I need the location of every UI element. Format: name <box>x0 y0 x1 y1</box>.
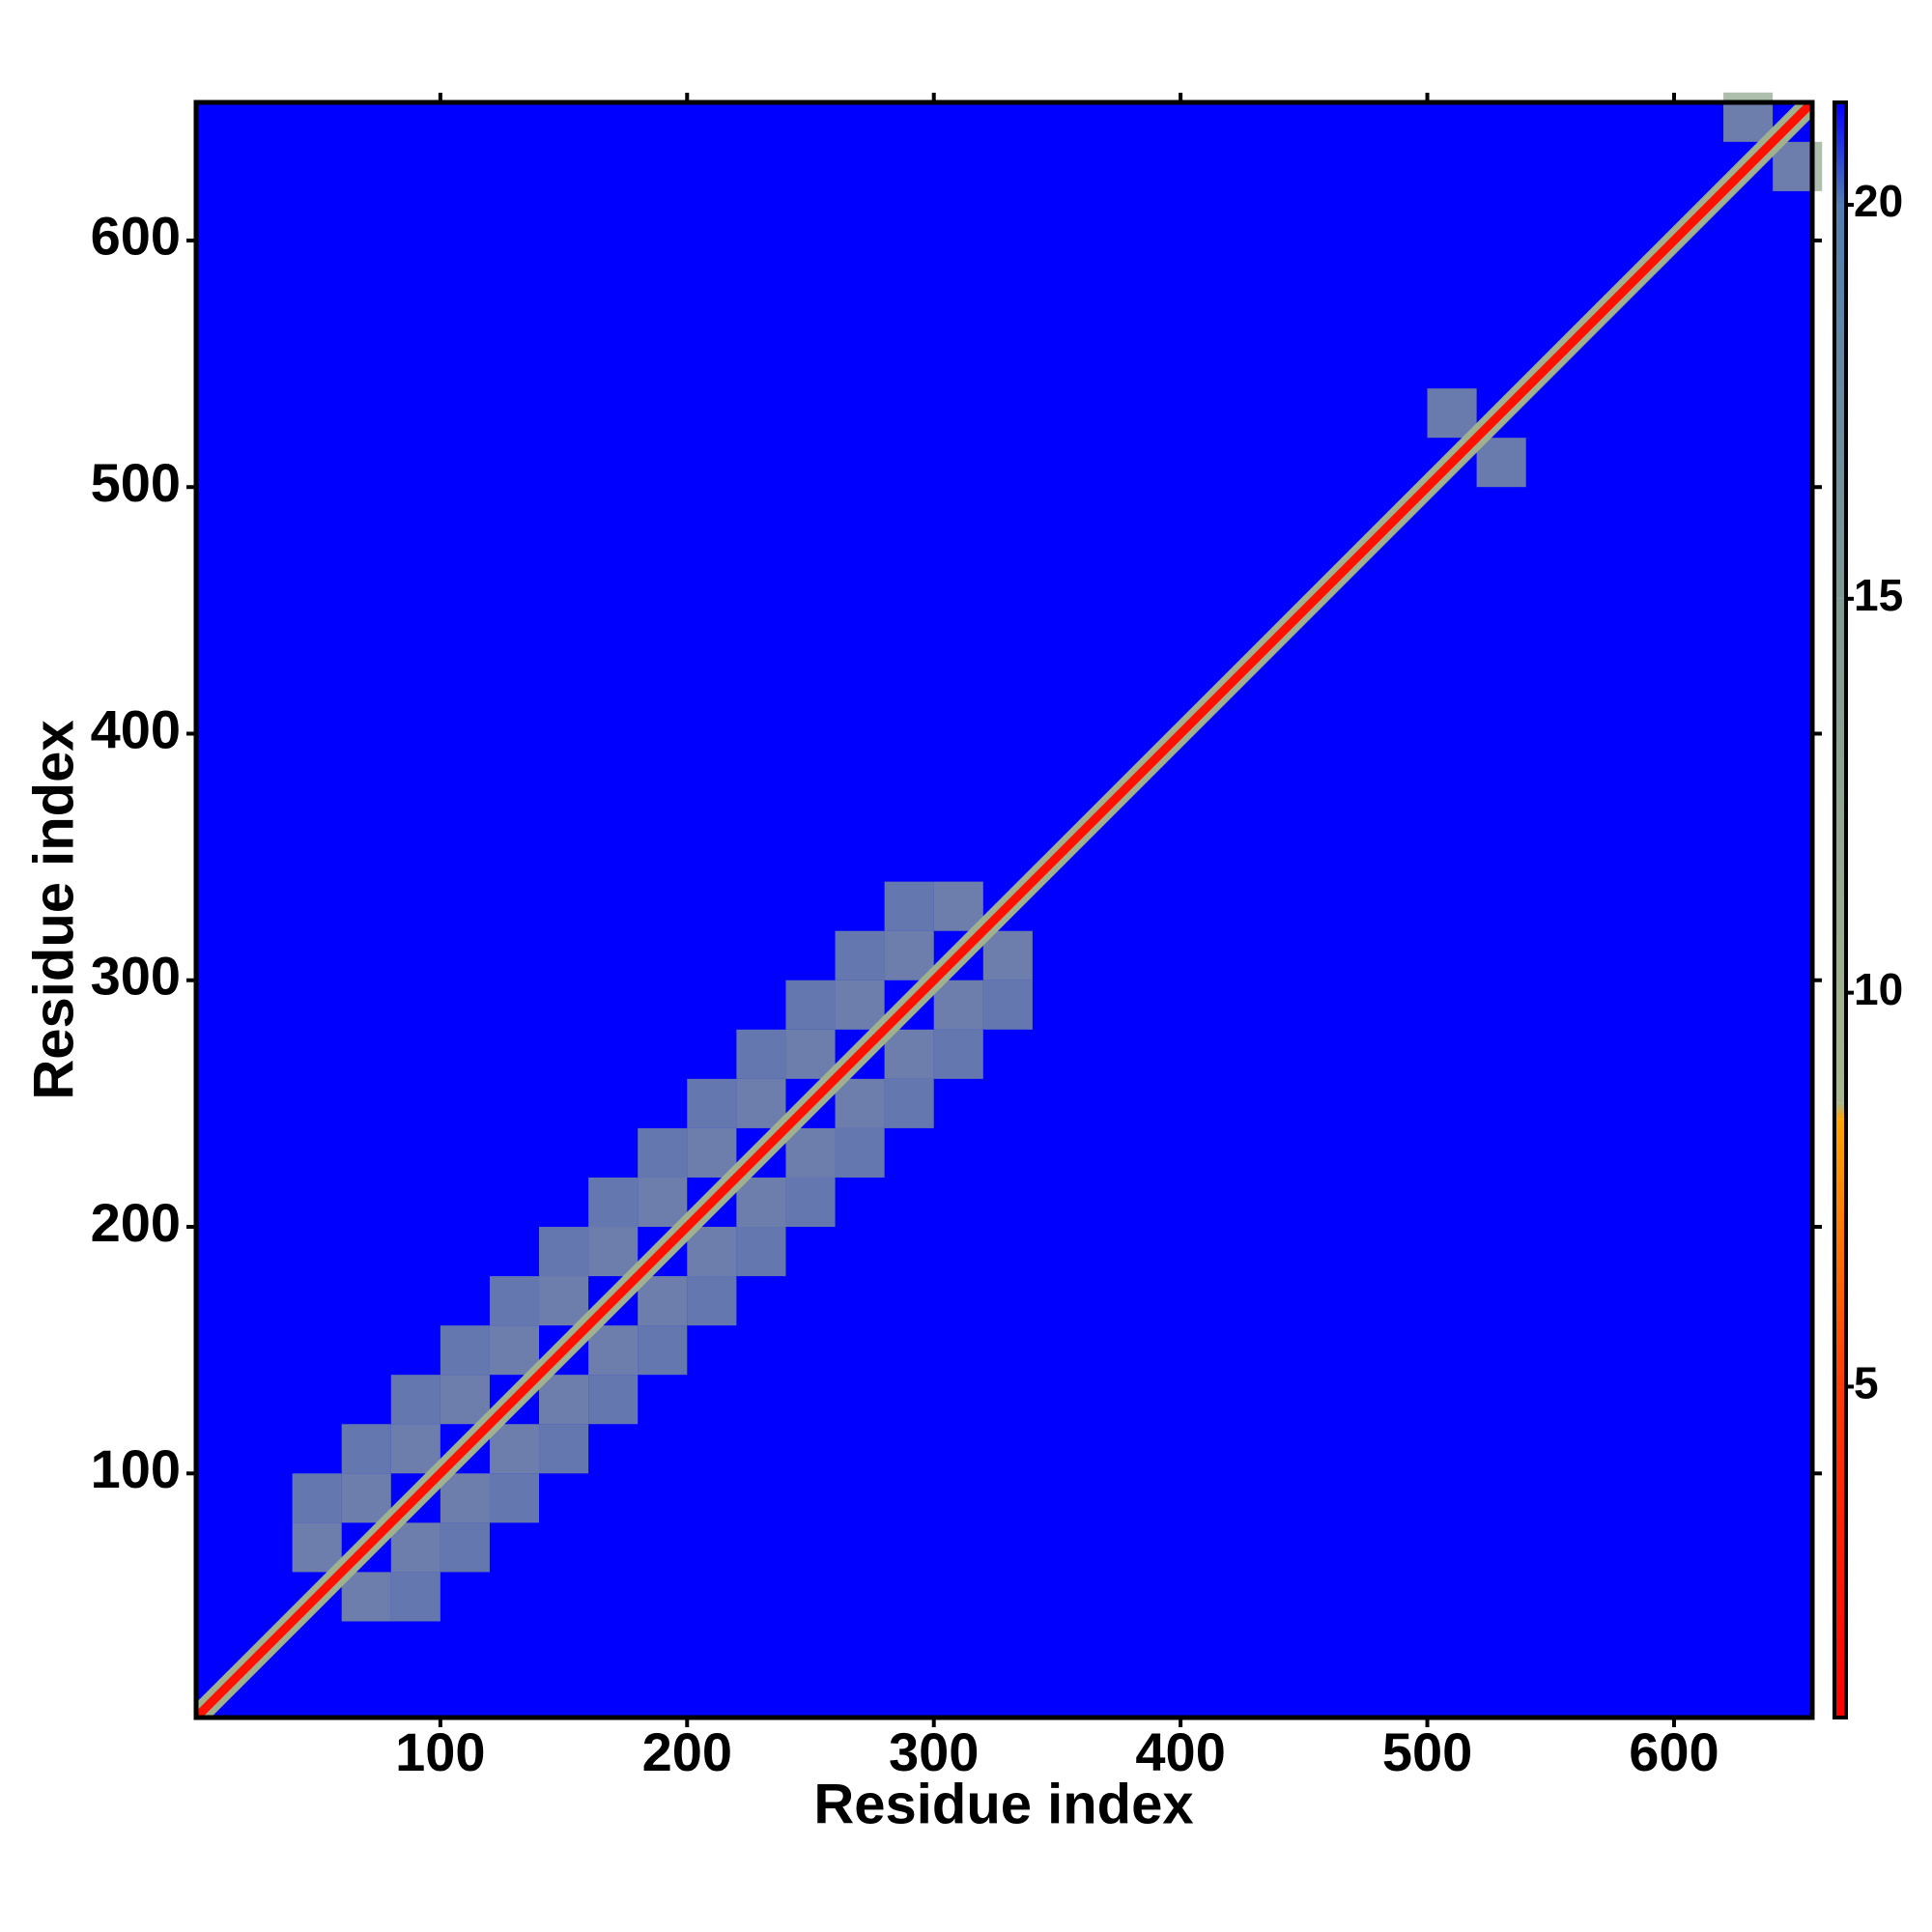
heatmap-cell <box>884 1029 934 1079</box>
heatmap-cell <box>884 930 934 980</box>
colorbar-segment <box>1834 598 1846 1103</box>
y-tick-label: 100 <box>91 1438 181 1499</box>
heatmap-cell <box>341 1473 391 1523</box>
y-tick-label: 400 <box>91 698 181 759</box>
heatmap-cell <box>982 980 1033 1030</box>
heatmap-cell <box>292 1473 342 1523</box>
heatmap-cell <box>785 1177 836 1228</box>
heatmap-cell <box>539 1424 589 1474</box>
heatmap-cell <box>785 1127 836 1178</box>
heatmap-cell <box>884 1078 934 1128</box>
heatmap-cell <box>539 1375 589 1425</box>
heatmap-cell <box>687 1276 737 1326</box>
heatmap-cell <box>539 1227 589 1277</box>
heatmap-cell <box>588 1325 639 1376</box>
heatmap-cell <box>785 980 836 1030</box>
heatmap-cell <box>736 1029 786 1079</box>
colorbar-frame <box>1833 100 1848 1719</box>
heatmap-cell <box>736 1078 786 1128</box>
colorbar-segment <box>1834 1386 1846 1718</box>
colorbar-tick-label: 10 <box>1854 964 1903 1014</box>
colorbar-segment <box>1834 205 1846 599</box>
heatmap-cell <box>835 980 885 1030</box>
heatmap-cell <box>1427 388 1477 439</box>
heatmap-cell <box>835 1127 885 1178</box>
y-tick-label: 200 <box>91 1192 181 1253</box>
heatmap-cell <box>588 1177 639 1228</box>
x-tick-label: 500 <box>1382 1721 1472 1782</box>
heatmap-cell <box>687 1227 737 1277</box>
heatmap-cell <box>982 930 1033 980</box>
colorbar-segment <box>1834 1119 1846 1387</box>
x-tick-label: 100 <box>395 1721 485 1782</box>
colorbar-tick-label: 15 <box>1854 570 1903 620</box>
y-tick-label: 500 <box>91 452 181 513</box>
heatmap-cell <box>638 1276 688 1326</box>
heatmap-cell <box>440 1375 490 1425</box>
heatmap-cell <box>638 1177 688 1228</box>
y-tick-label: 600 <box>91 206 181 267</box>
heatmap-cell <box>785 1029 836 1079</box>
colorbar-tick-label: 5 <box>1854 1358 1879 1408</box>
heatmap-cell <box>736 1177 786 1228</box>
heatmap-cell <box>687 1127 737 1178</box>
heatmap-cell <box>489 1276 540 1326</box>
heatmap-cell <box>835 930 885 980</box>
heatmap-cell <box>588 1375 639 1425</box>
heatmap-cell <box>933 980 983 1030</box>
heatmap-cell <box>341 1424 391 1474</box>
heatmap-cell <box>638 1325 688 1376</box>
heatmap-cell <box>390 1375 440 1425</box>
heatmap-cell <box>489 1473 540 1523</box>
heatmap-cell <box>1476 438 1526 488</box>
heatmap-cell <box>440 1325 490 1376</box>
y-tick-label: 300 <box>91 946 181 1007</box>
heatmap-cell <box>687 1078 737 1128</box>
diagonal-band <box>196 102 1812 1718</box>
heatmap-cell <box>390 1424 440 1474</box>
heatmap-cell <box>292 1522 342 1573</box>
heatmap-cell <box>489 1424 540 1474</box>
heatmap-cell <box>884 881 934 931</box>
heatmap-cell <box>390 1522 440 1573</box>
x-axis-label: Residue index <box>813 1773 1193 1835</box>
heatmap-cell <box>588 1227 639 1277</box>
heatmap-cell <box>933 881 983 931</box>
heatmap-cell <box>933 1029 983 1079</box>
heatmap-cell <box>835 1078 885 1128</box>
heatmap-cell <box>539 1276 589 1326</box>
colorbar-segment <box>1834 102 1846 206</box>
x-tick-label: 200 <box>642 1721 732 1782</box>
plot-frame <box>193 99 1815 1720</box>
y-axis-label: Residue index <box>22 720 85 1099</box>
heatmap-cell <box>440 1473 490 1523</box>
heatmap-cell <box>341 1572 391 1622</box>
x-tick-label: 400 <box>1135 1721 1225 1782</box>
colorbar-tick-label: 20 <box>1854 176 1903 226</box>
heatmap-cell <box>390 1572 440 1622</box>
heatmap-cell <box>489 1325 540 1376</box>
colorbar-segment <box>1834 1102 1846 1120</box>
heatmap-cell <box>638 1127 688 1178</box>
x-tick-label: 300 <box>889 1721 979 1782</box>
heatmap-cell <box>440 1522 490 1573</box>
heatmap-cell <box>736 1227 786 1277</box>
x-tick-label: 600 <box>1629 1721 1719 1782</box>
